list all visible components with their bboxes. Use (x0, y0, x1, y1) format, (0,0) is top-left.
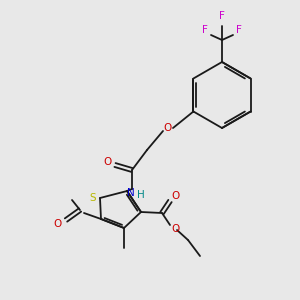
Text: F: F (236, 25, 242, 35)
Text: O: O (171, 224, 179, 234)
Text: O: O (54, 219, 62, 229)
Text: F: F (202, 25, 208, 35)
Text: O: O (104, 157, 112, 167)
Text: H: H (137, 190, 145, 200)
Text: O: O (171, 191, 179, 201)
Text: S: S (90, 193, 96, 203)
Text: N: N (127, 188, 135, 198)
Text: F: F (219, 11, 225, 21)
Text: O: O (164, 123, 172, 133)
